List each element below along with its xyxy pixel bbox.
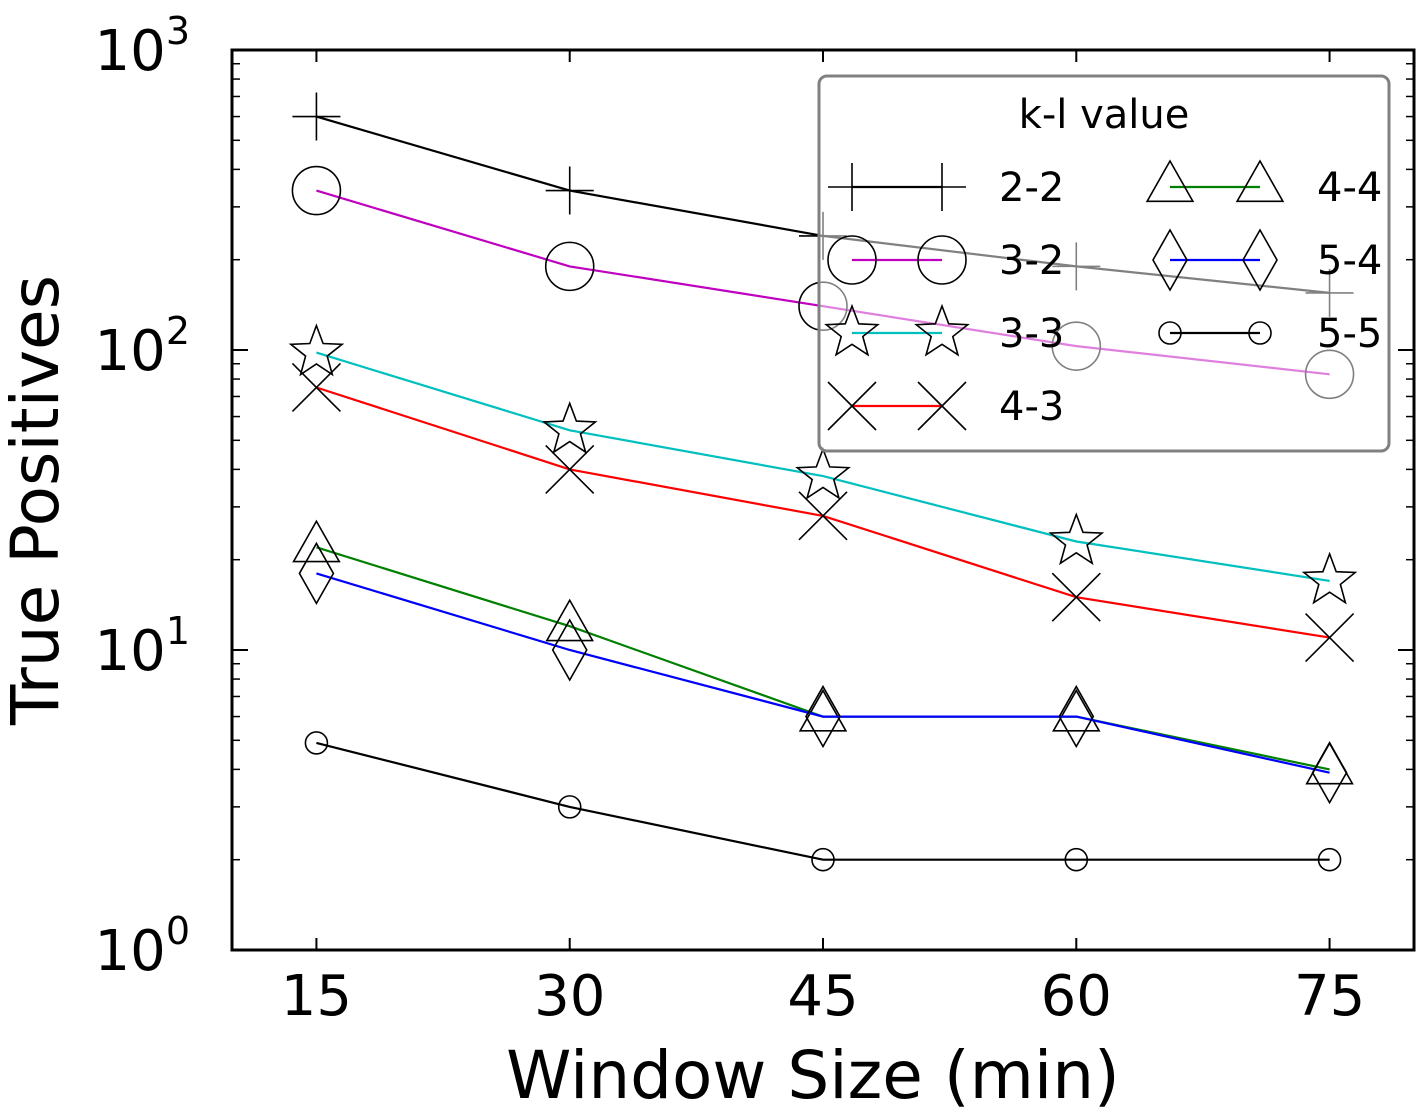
data-point-4-3 xyxy=(798,491,848,541)
data-point-3-2 xyxy=(544,241,595,292)
data-point-4-4 xyxy=(1052,688,1101,732)
series-line-3-3 xyxy=(316,351,1330,582)
legend-label: 4-3 xyxy=(999,384,1064,430)
x-tick-label: 60 xyxy=(1041,964,1112,1029)
legend-entry-3-3: 3-3 xyxy=(824,303,1064,357)
y-tick-label: 100 xyxy=(95,909,190,984)
legend-entry-3-2: 3-2 xyxy=(827,235,1064,285)
data-point-4-3 xyxy=(1305,613,1355,663)
legend-marker xyxy=(1248,321,1272,345)
legend-label: 3-2 xyxy=(999,238,1064,284)
data-point-4-3 xyxy=(1051,572,1101,622)
data-point-5-4 xyxy=(1311,741,1348,805)
axis-labels: 15 30 45 60 75 100 101 102 103 Window Size (min) T… xyxy=(0,9,1365,1112)
y-axis-label: True Positives xyxy=(0,275,74,726)
data-point-4-3 xyxy=(291,362,341,413)
data-point-2-2 xyxy=(545,166,594,215)
data-point-5-5 xyxy=(304,731,329,755)
data-point-3-2 xyxy=(291,165,342,216)
series-5-4 xyxy=(298,541,1348,805)
x-tick-label: 30 xyxy=(534,964,605,1029)
legend-marker xyxy=(914,303,970,357)
legend-entry-5-5: 5-5 xyxy=(1158,311,1382,357)
legend-marker xyxy=(827,381,877,431)
x-tick-label: 45 xyxy=(787,964,858,1029)
data-point-4-4 xyxy=(1305,741,1354,785)
series-5-5 xyxy=(304,731,1342,872)
legend-marker xyxy=(918,163,966,211)
y-tick-label: 102 xyxy=(95,309,190,384)
legend-marker xyxy=(1145,159,1195,203)
data-point-5-5 xyxy=(811,847,835,872)
data-point-3-3 xyxy=(541,401,598,454)
legend-label: 5-4 xyxy=(1317,238,1382,284)
data-point-5-5 xyxy=(1064,847,1089,872)
data-point-5-4 xyxy=(805,684,841,749)
legend-marker xyxy=(828,163,876,211)
data-point-5-5 xyxy=(557,795,582,819)
data-point-5-4 xyxy=(1058,684,1095,749)
data-point-3-3 xyxy=(288,323,345,377)
data-point-4-4 xyxy=(292,519,341,563)
legend-label: 3-3 xyxy=(999,311,1064,357)
legend-label: 4-4 xyxy=(1317,165,1382,211)
y-tick-label: 103 xyxy=(95,9,190,84)
legend-marker xyxy=(917,381,967,431)
plot-frame xyxy=(230,48,1416,952)
legend-box xyxy=(817,74,1391,453)
series-line-4-4 xyxy=(316,546,1330,771)
series-line-5-4 xyxy=(316,572,1330,774)
series-4-3 xyxy=(291,362,1355,663)
legend-marker xyxy=(824,303,880,357)
legend-marker xyxy=(827,235,877,285)
data-point-3-3 xyxy=(1301,551,1358,605)
legend-label: 2-2 xyxy=(999,165,1064,211)
data-point-2-2 xyxy=(292,92,341,141)
legend-entry-2-2: 2-2 xyxy=(828,163,1064,211)
data-point-5-5 xyxy=(1317,847,1342,872)
data-point-4-3 xyxy=(545,444,595,494)
legend-marker xyxy=(917,235,967,285)
legend-title: k-l value xyxy=(1019,92,1190,138)
legend-entry-4-3: 4-3 xyxy=(827,381,1064,431)
data-point-3-3 xyxy=(1048,512,1105,566)
legend-entry-4-4: 4-4 xyxy=(1145,159,1382,211)
y-tick-label: 101 xyxy=(95,609,190,684)
data-point-5-4 xyxy=(298,541,335,606)
x-tick-label: 15 xyxy=(281,964,352,1029)
data-point-4-4 xyxy=(798,688,848,732)
data-point-5-4 xyxy=(551,618,588,682)
series-3-3 xyxy=(288,323,1358,605)
legend-marker xyxy=(1152,228,1188,292)
legend-label: 5-5 xyxy=(1317,311,1382,357)
legend-entry-5-4: 5-4 xyxy=(1152,228,1382,292)
series-line-5-5 xyxy=(316,741,1330,861)
legend: k-l value 2-2 3-2 3-3 4-3 4-4 5-4 5-5 xyxy=(817,74,1391,453)
legend-marker xyxy=(1242,228,1278,292)
legend-marker xyxy=(1235,159,1285,203)
x-tick-label: 75 xyxy=(1294,964,1365,1029)
data-point-3-3 xyxy=(795,446,851,500)
legend-marker xyxy=(1158,321,1182,345)
x-axis-label: Window Size (min) xyxy=(506,1037,1120,1112)
data-point-4-4 xyxy=(545,598,594,642)
